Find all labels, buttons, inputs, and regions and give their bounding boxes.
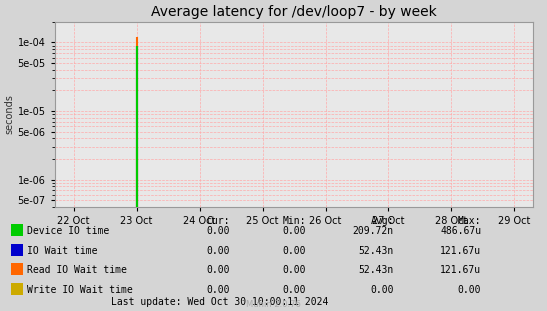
- Text: 0.00: 0.00: [370, 285, 394, 295]
- Text: Avg:: Avg:: [370, 216, 394, 226]
- Text: 121.67u: 121.67u: [440, 246, 481, 256]
- Text: Write IO Wait time: Write IO Wait time: [27, 285, 133, 295]
- Y-axis label: seconds: seconds: [5, 94, 15, 134]
- Text: 209.72n: 209.72n: [353, 226, 394, 236]
- Text: Last update: Wed Oct 30 10:00:11 2024: Last update: Wed Oct 30 10:00:11 2024: [111, 297, 328, 307]
- Text: 0.00: 0.00: [283, 285, 306, 295]
- Text: 0.00: 0.00: [283, 265, 306, 275]
- Text: 0.00: 0.00: [283, 246, 306, 256]
- Text: Min:: Min:: [283, 216, 306, 226]
- Text: Max:: Max:: [458, 216, 481, 226]
- Text: 486.67u: 486.67u: [440, 226, 481, 236]
- Title: Average latency for /dev/loop7 - by week: Average latency for /dev/loop7 - by week: [151, 5, 437, 19]
- Text: 52.43n: 52.43n: [359, 265, 394, 275]
- Text: IO Wait time: IO Wait time: [27, 246, 98, 256]
- Text: RRDTOOL / TOBI OETIKER: RRDTOOL / TOBI OETIKER: [546, 58, 547, 147]
- Text: 0.00: 0.00: [458, 285, 481, 295]
- Text: Munin 2.0.76: Munin 2.0.76: [246, 300, 301, 309]
- Text: Read IO Wait time: Read IO Wait time: [27, 265, 127, 275]
- Text: 0.00: 0.00: [283, 226, 306, 236]
- Text: Cur:: Cur:: [206, 216, 230, 226]
- Text: 0.00: 0.00: [206, 226, 230, 236]
- Text: 52.43n: 52.43n: [359, 246, 394, 256]
- Text: 0.00: 0.00: [206, 265, 230, 275]
- Text: 0.00: 0.00: [206, 285, 230, 295]
- Text: 121.67u: 121.67u: [440, 265, 481, 275]
- Text: 0.00: 0.00: [206, 246, 230, 256]
- Text: Device IO time: Device IO time: [27, 226, 109, 236]
